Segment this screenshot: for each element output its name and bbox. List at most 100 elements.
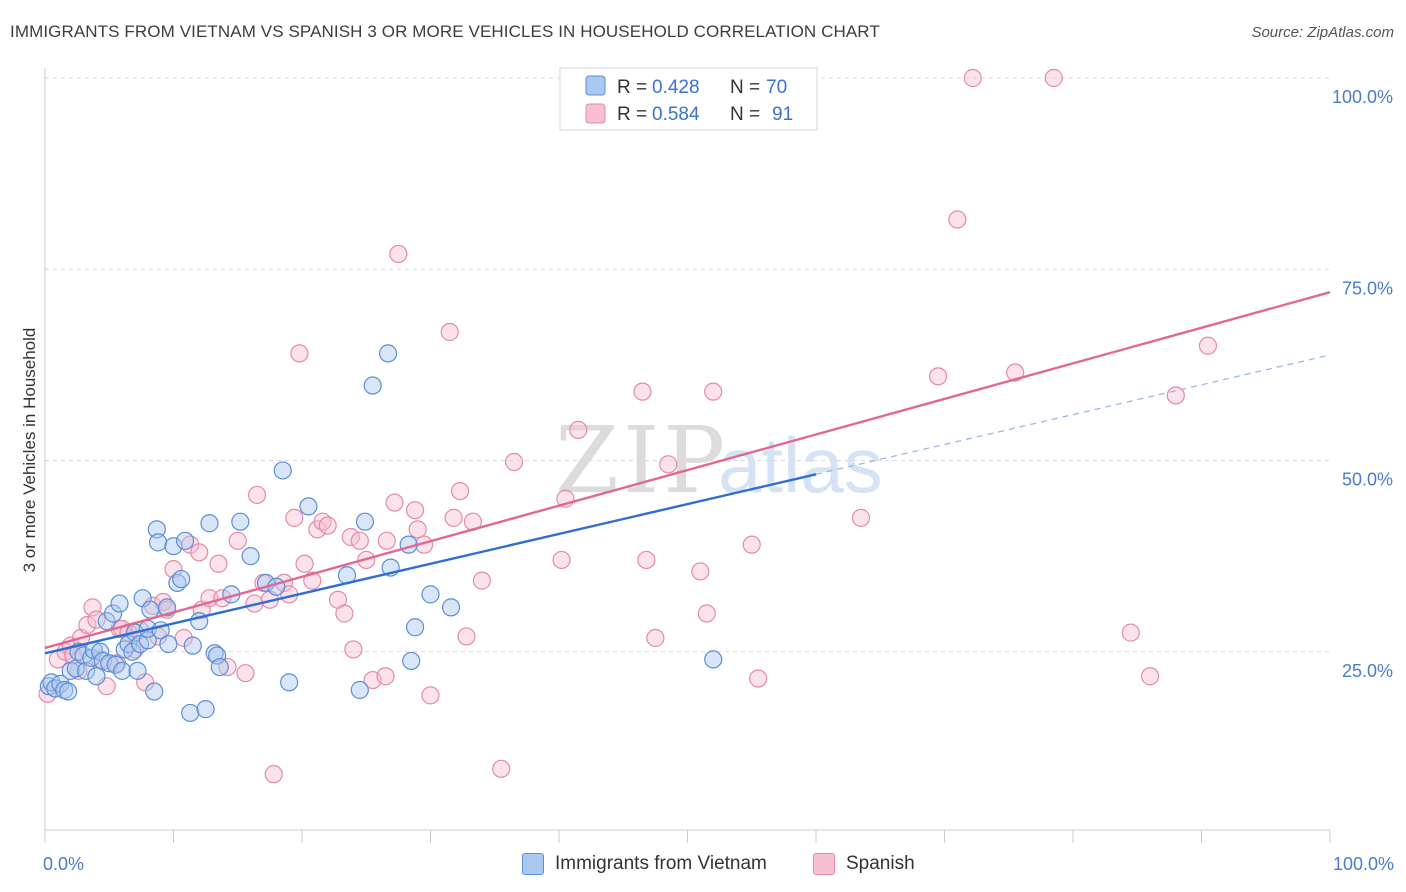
vietnam-point	[181, 703, 200, 723]
grid-lines	[45, 77, 1330, 653]
spanish-point	[691, 562, 710, 581]
spanish-point	[209, 554, 228, 573]
vietnam-point	[148, 533, 168, 552]
spanish-point	[552, 550, 571, 570]
legend-top-blue-swatch	[585, 75, 606, 96]
spanish-point	[385, 493, 404, 512]
vietnam-point	[273, 461, 292, 480]
spanish-point	[457, 627, 476, 646]
vietnam-point	[355, 512, 375, 531]
vietnam-point	[59, 682, 78, 701]
spanish-point	[218, 657, 237, 677]
spanish-point	[376, 667, 395, 686]
spanish-point	[1198, 336, 1218, 355]
watermark-zip: ZIP	[555, 407, 729, 514]
spanish-point	[851, 508, 871, 527]
spanish-point	[444, 508, 463, 527]
spanish-point	[963, 68, 982, 88]
vietnam-point	[402, 651, 421, 671]
spanish-point	[344, 640, 363, 659]
watermark: ZIP atlas	[555, 407, 883, 514]
spanish-point	[1044, 68, 1063, 88]
spanish-point	[318, 516, 337, 535]
vietnam-point	[112, 661, 132, 680]
x-tick-label-min: 0.0%	[43, 854, 84, 874]
legend-item-spanish: Spanish	[813, 852, 915, 876]
vietnam-points	[39, 344, 723, 723]
vietnam-point	[205, 644, 224, 663]
legend-top: R = 0.428 N = 70 R = 0.584 N = 91	[559, 67, 818, 131]
spanish-point	[350, 531, 369, 550]
vietnam-trend-line	[44, 473, 817, 655]
legend-swatch-vietnam	[522, 853, 544, 875]
y-tick-label: 100.0%	[1332, 87, 1393, 107]
vietnam-point	[208, 646, 227, 665]
legend-top-blue-r-label: R =	[617, 77, 647, 98]
legend-item-vietnam: Immigrants from Vietnam	[522, 852, 767, 876]
legend-top-pink-n-value: 91	[772, 104, 793, 125]
spanish-point	[569, 420, 588, 439]
y-tick-labels: 25.0% 50.0% 75.0% 100.0%	[1332, 87, 1393, 681]
vietnam-point	[421, 585, 440, 604]
spanish-point	[264, 765, 283, 784]
y-tick-label: 50.0%	[1342, 470, 1393, 490]
spanish-point	[440, 322, 459, 342]
vietnam-point	[378, 344, 398, 363]
vietnam-point	[196, 700, 215, 719]
legend-top-pink-r-label: R =	[617, 104, 647, 125]
legend-label-spanish: Spanish	[846, 853, 915, 874]
vietnam-point	[159, 634, 178, 654]
trend-lines	[44, 291, 1331, 655]
vietnam-point	[350, 680, 369, 700]
vietnam-point	[405, 618, 425, 637]
spanish-point	[236, 664, 255, 683]
chart-source: Source: ZipAtlas.com	[1251, 24, 1394, 41]
vietnam-point	[128, 661, 147, 680]
spanish-point	[633, 382, 652, 401]
legend-top-blue-n-label: N =	[730, 77, 760, 98]
spanish-point	[295, 554, 314, 573]
spanish-point	[377, 531, 396, 550]
spanish-point	[190, 543, 209, 562]
vietnam-point	[183, 636, 202, 655]
spanish-point	[228, 531, 247, 550]
spanish-point	[408, 520, 427, 539]
vietnam-point	[210, 657, 229, 677]
legend-top-pink-r-value: 0.584	[652, 104, 700, 125]
spanish-point	[290, 344, 309, 363]
vietnam-point	[241, 547, 260, 566]
vietnam-point	[141, 600, 160, 619]
legend-top-pink-swatch	[585, 103, 606, 124]
spanish-point	[1140, 667, 1160, 686]
x-ticks	[44, 830, 1331, 843]
spanish-point	[164, 560, 183, 579]
spanish-point	[389, 244, 408, 264]
spanish-point	[492, 759, 511, 778]
vietnam-trend-extension	[815, 354, 1331, 475]
spanish-point	[405, 501, 425, 520]
spanish-point	[450, 482, 470, 501]
spanish-point	[504, 452, 524, 472]
y-axis-label: 3 or more Vehicles in Household	[20, 327, 39, 573]
spanish-point	[335, 604, 354, 623]
legend-label-vietnam: Immigrants from Vietnam	[555, 853, 767, 874]
vietnam-point	[231, 512, 250, 531]
watermark-atlas: atlas	[718, 421, 883, 509]
vietnam-point	[87, 667, 106, 686]
spanish-point	[341, 527, 360, 547]
vietnam-point	[175, 531, 195, 550]
vietnam-point	[704, 650, 723, 669]
vietnam-point	[110, 594, 129, 613]
spanish-point	[247, 485, 267, 505]
vietnam-point	[299, 497, 318, 516]
legend-top-pink-n-label: N =	[730, 104, 760, 125]
spanish-point	[646, 628, 665, 648]
legend-top-blue-n-value: 70	[766, 77, 787, 98]
spanish-point	[421, 686, 440, 705]
spanish-trend-line	[44, 291, 1331, 650]
vietnam-point	[280, 673, 299, 692]
spanish-point	[285, 508, 304, 527]
vietnam-point	[164, 537, 183, 556]
spanish-point	[742, 535, 761, 554]
